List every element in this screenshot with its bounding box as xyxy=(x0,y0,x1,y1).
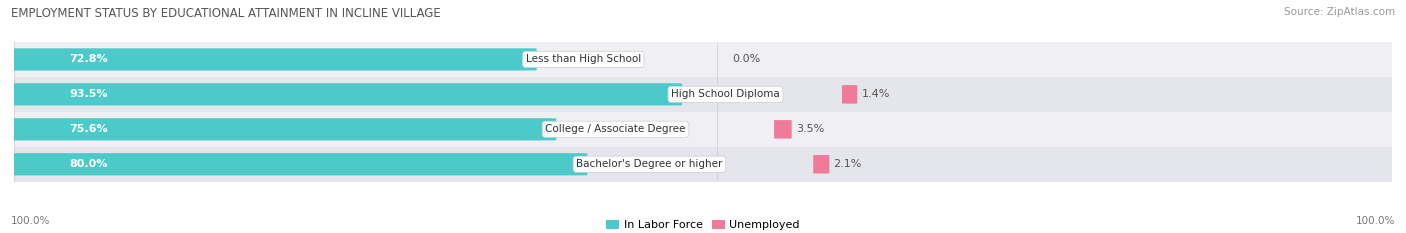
Bar xyxy=(14,147,1392,182)
Text: High School Diploma: High School Diploma xyxy=(671,89,780,99)
Text: 0.0%: 0.0% xyxy=(733,55,761,64)
Text: 80.0%: 80.0% xyxy=(69,159,107,169)
Text: 1.4%: 1.4% xyxy=(862,89,890,99)
Text: 72.8%: 72.8% xyxy=(69,55,108,64)
Text: College / Associate Degree: College / Associate Degree xyxy=(546,124,686,134)
Legend: In Labor Force, Unemployed: In Labor Force, Unemployed xyxy=(602,216,804,233)
FancyBboxPatch shape xyxy=(3,153,588,175)
Text: 75.6%: 75.6% xyxy=(69,124,108,134)
FancyBboxPatch shape xyxy=(842,85,858,104)
FancyBboxPatch shape xyxy=(813,155,830,174)
Text: 93.5%: 93.5% xyxy=(69,89,108,99)
Text: 3.5%: 3.5% xyxy=(796,124,824,134)
Bar xyxy=(14,42,1392,77)
Bar xyxy=(14,77,1392,112)
FancyBboxPatch shape xyxy=(3,118,557,140)
Bar xyxy=(14,112,1392,147)
FancyBboxPatch shape xyxy=(3,83,682,106)
Text: 100.0%: 100.0% xyxy=(1355,216,1395,226)
Text: 100.0%: 100.0% xyxy=(11,216,51,226)
Text: Less than High School: Less than High School xyxy=(526,55,641,64)
Text: Bachelor's Degree or higher: Bachelor's Degree or higher xyxy=(576,159,723,169)
Text: EMPLOYMENT STATUS BY EDUCATIONAL ATTAINMENT IN INCLINE VILLAGE: EMPLOYMENT STATUS BY EDUCATIONAL ATTAINM… xyxy=(11,7,441,20)
FancyBboxPatch shape xyxy=(3,48,537,71)
Text: 2.1%: 2.1% xyxy=(834,159,862,169)
FancyBboxPatch shape xyxy=(775,120,792,139)
Text: Source: ZipAtlas.com: Source: ZipAtlas.com xyxy=(1284,7,1395,17)
